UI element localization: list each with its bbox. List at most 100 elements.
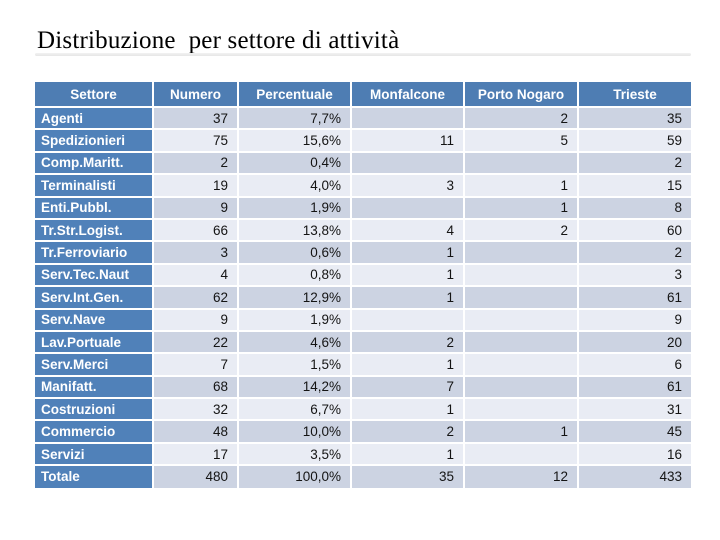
data-cell-porto-nogaro [463, 374, 578, 399]
data-cell-percentuale: 4,6% [237, 329, 351, 354]
row-label-cell-settore: Serv.Tec.Naut [35, 262, 153, 287]
data-cell-monfalcone: 1 [350, 285, 464, 309]
data-cell-trieste: 6 [577, 352, 691, 376]
table-row: Servizi 17 3,5% 1 16 [35, 441, 691, 466]
table-header-row: Settore Numero Percentuale Monfalcone Po… [35, 82, 691, 108]
data-cell-numero: 48 [152, 419, 238, 443]
table-row: Manifatt. 68 14,2% 7 61 [35, 374, 691, 399]
data-cell-monfalcone: 1 [350, 240, 464, 264]
table-row: Tr.Ferroviario 3 0,6% 1 2 [35, 240, 691, 264]
data-cell-percentuale: 1,9% [237, 195, 351, 219]
data-cell-porto-nogaro [463, 150, 578, 175]
data-cell-monfalcone: 4 [350, 217, 464, 242]
data-cell-porto-nogaro [463, 240, 578, 264]
data-cell-porto-nogaro [463, 285, 578, 309]
data-cell-trieste: 3 [577, 262, 691, 287]
data-cell-monfalcone: 1 [350, 441, 464, 466]
data-cell-numero: 480 [152, 464, 238, 488]
row-label-cell-settore: Manifatt. [35, 374, 153, 399]
column-header-monfalcone: Monfalcone [350, 82, 464, 108]
data-cell-porto-nogaro: 1 [463, 173, 578, 197]
data-cell-monfalcone [350, 195, 464, 219]
data-cell-porto-nogaro [463, 352, 578, 376]
row-label-cell-settore: Tr.Str.Logist. [35, 217, 153, 242]
row-label-cell-settore: Lav.Portuale [35, 329, 153, 354]
data-cell-porto-nogaro: 2 [463, 107, 578, 130]
data-cell-trieste: 31 [577, 397, 691, 421]
data-cell-porto-nogaro: 2 [463, 217, 578, 242]
data-cell-percentuale: 100,0% [237, 464, 351, 488]
table-row: Spedizionieri 75 15,6% 11 5 59 [35, 128, 691, 152]
data-cell-numero: 37 [152, 107, 238, 130]
row-label-cell-settore: Spedizionieri [35, 128, 153, 152]
data-cell-monfalcone [350, 150, 464, 175]
data-cell-monfalcone: 1 [350, 397, 464, 421]
data-cell-monfalcone: 3 [350, 173, 464, 197]
table-top-shadow [35, 53, 691, 56]
data-cell-numero: 9 [152, 307, 238, 331]
page-title: Distribuzione per settore di attività [37, 26, 400, 54]
sector-table-container: Settore Numero Percentuale Monfalcone Po… [35, 82, 691, 488]
data-cell-percentuale: 12,9% [237, 285, 351, 309]
table-row-total: Totale 480 100,0% 35 12 433 [35, 464, 691, 488]
data-cell-monfalcone [350, 307, 464, 331]
data-cell-porto-nogaro [463, 262, 578, 287]
table-row: Terminalisti 19 4,0% 3 1 15 [35, 173, 691, 197]
table-row: Tr.Str.Logist. 66 13,8% 4 2 60 [35, 217, 691, 242]
column-header-numero: Numero [152, 82, 238, 108]
table-row: Agenti 37 7,7% 2 35 [35, 107, 691, 130]
column-header-settore: Settore [35, 82, 153, 108]
data-cell-percentuale: 0,6% [237, 240, 351, 264]
data-cell-porto-nogaro: 12 [463, 464, 578, 488]
data-cell-numero: 22 [152, 329, 238, 354]
table-row: Lav.Portuale 22 4,6% 2 20 [35, 329, 691, 354]
row-label-cell-settore: Commercio [35, 419, 153, 443]
data-cell-percentuale: 3,5% [237, 441, 351, 466]
data-cell-percentuale: 1,5% [237, 352, 351, 376]
data-cell-porto-nogaro [463, 329, 578, 354]
data-cell-porto-nogaro [463, 441, 578, 466]
row-label-cell-settore: Costruzioni [35, 397, 153, 421]
sector-distribution-table: Settore Numero Percentuale Monfalcone Po… [35, 82, 691, 488]
data-cell-trieste: 59 [577, 128, 691, 152]
row-label-cell-settore: Servizi [35, 441, 153, 466]
column-header-trieste: Trieste [577, 82, 691, 108]
table-row: Commercio 48 10,0% 2 1 45 [35, 419, 691, 443]
row-label-cell-settore: Enti.Pubbl. [35, 195, 153, 219]
data-cell-trieste: 15 [577, 173, 691, 197]
data-cell-trieste: 45 [577, 419, 691, 443]
data-cell-trieste: 60 [577, 217, 691, 242]
data-cell-numero: 19 [152, 173, 238, 197]
data-cell-numero: 3 [152, 240, 238, 264]
data-cell-monfalcone: 2 [350, 419, 464, 443]
data-cell-trieste: 2 [577, 150, 691, 175]
data-cell-monfalcone [350, 107, 464, 130]
data-cell-numero: 17 [152, 441, 238, 466]
data-cell-numero: 7 [152, 352, 238, 376]
data-cell-percentuale: 13,8% [237, 217, 351, 242]
data-cell-percentuale: 10,0% [237, 419, 351, 443]
table-row: Serv.Int.Gen. 62 12,9% 1 61 [35, 285, 691, 309]
data-cell-numero: 4 [152, 262, 238, 287]
data-cell-trieste: 433 [577, 464, 691, 488]
data-cell-monfalcone: 1 [350, 262, 464, 287]
row-label-cell-settore: Totale [35, 464, 153, 488]
data-cell-percentuale: 0,4% [237, 150, 351, 175]
data-cell-trieste: 16 [577, 441, 691, 466]
data-cell-trieste: 2 [577, 240, 691, 264]
data-cell-porto-nogaro: 5 [463, 128, 578, 152]
column-header-porto-nogaro: Porto Nogaro [463, 82, 578, 108]
data-cell-trieste: 61 [577, 285, 691, 309]
data-cell-monfalcone: 1 [350, 352, 464, 376]
table-row: Serv.Tec.Naut 4 0,8% 1 3 [35, 262, 691, 287]
data-cell-numero: 9 [152, 195, 238, 219]
data-cell-porto-nogaro: 1 [463, 195, 578, 219]
data-cell-trieste: 20 [577, 329, 691, 354]
column-header-percentuale: Percentuale [237, 82, 351, 108]
data-cell-porto-nogaro [463, 307, 578, 331]
data-cell-percentuale: 6,7% [237, 397, 351, 421]
data-cell-percentuale: 4,0% [237, 173, 351, 197]
data-cell-monfalcone: 2 [350, 329, 464, 354]
table-row: Enti.Pubbl. 9 1,9% 1 8 [35, 195, 691, 219]
data-cell-numero: 32 [152, 397, 238, 421]
